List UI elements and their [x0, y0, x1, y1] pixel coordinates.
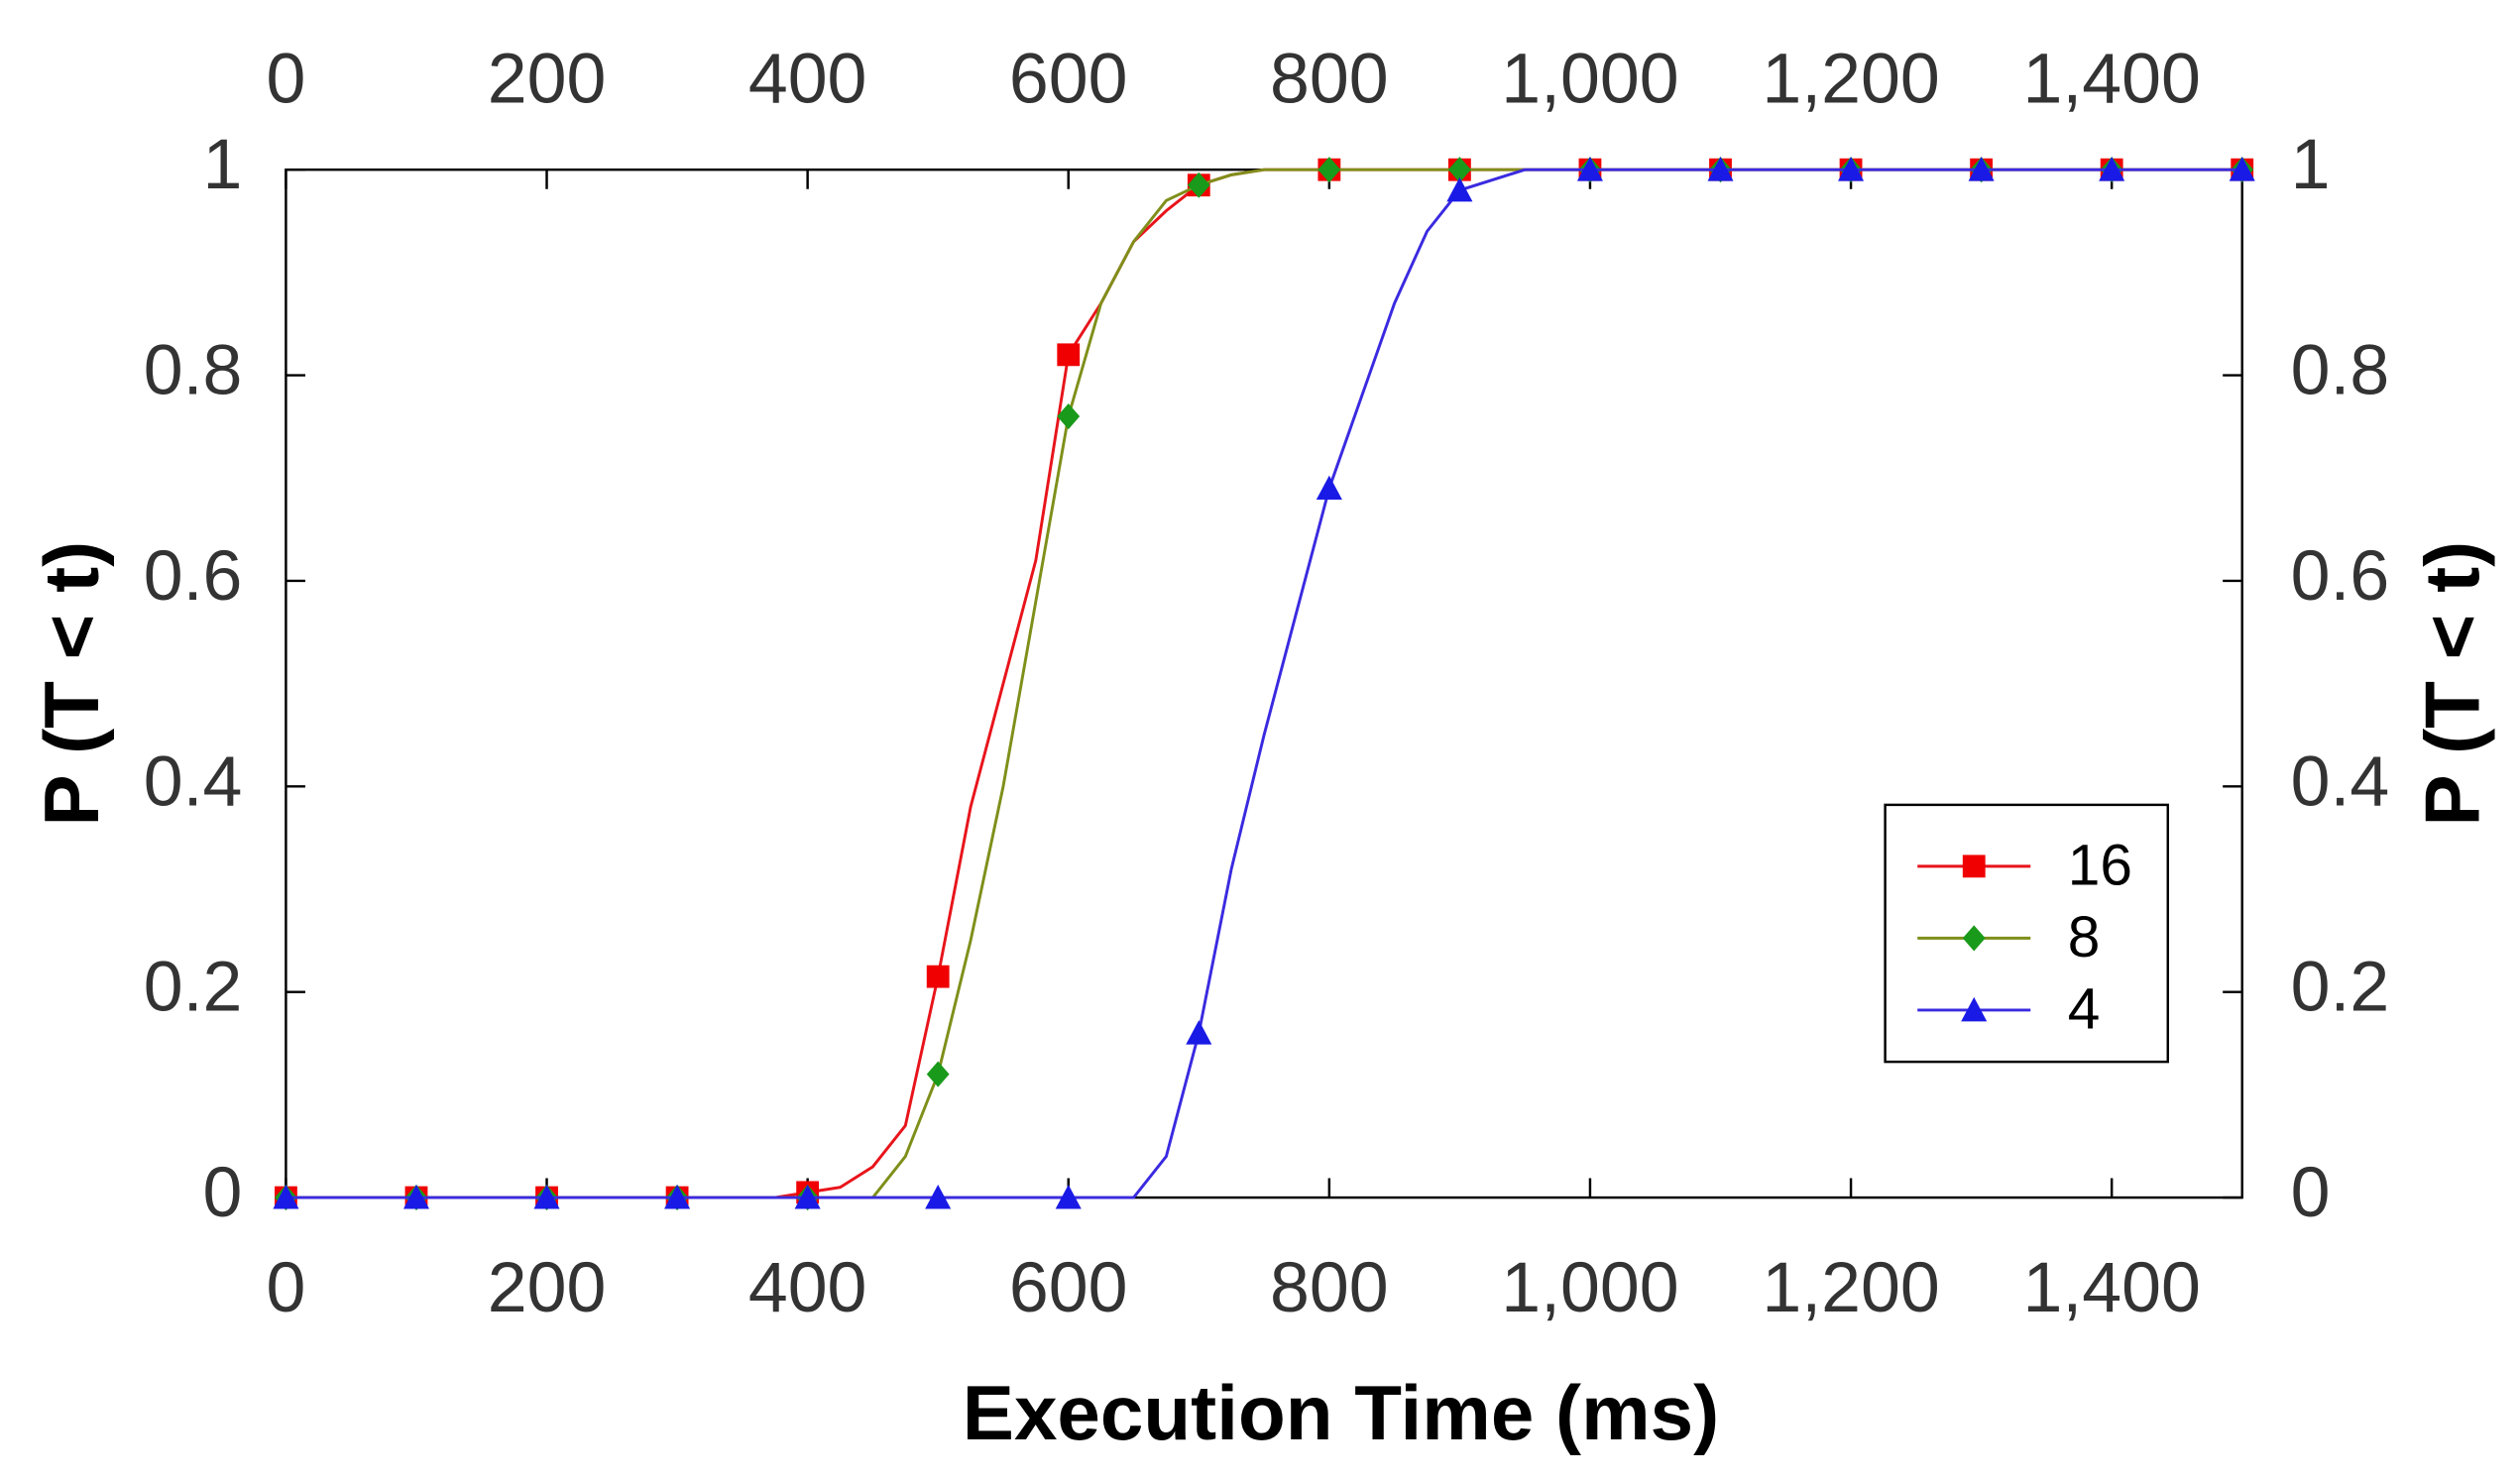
marker [925, 1185, 952, 1209]
marker [273, 1185, 299, 1209]
legend-label: 4 [2068, 977, 2101, 1042]
legend-box [1884, 803, 2169, 1064]
y-tick-label: 0.8 [2291, 330, 2390, 409]
legend-marker [1961, 996, 1988, 1022]
x-tick-label: 1,000 [1501, 40, 1678, 119]
marker [1576, 157, 1603, 181]
legend-marker [1962, 855, 1986, 878]
marker [1707, 157, 1734, 181]
x-tick-label: 600 [1009, 1248, 1128, 1327]
x-tick-label: 800 [1270, 1248, 1389, 1327]
y-tick-label: 0.8 [144, 330, 243, 409]
marker [1968, 157, 1995, 181]
x-tick-label: 0 [266, 40, 305, 119]
x-tick-label: 200 [488, 40, 607, 119]
x-tick-label: 1,400 [2022, 40, 2200, 119]
x-tick-label: 200 [488, 1248, 607, 1327]
marker [1447, 157, 1471, 183]
marker [1317, 157, 1341, 183]
x-tick-label: 600 [1009, 40, 1128, 119]
y2-axis-title: P (T < t) [2409, 541, 2496, 827]
y-tick-label: 1 [203, 125, 243, 204]
marker [926, 965, 950, 988]
x-tick-label: 400 [748, 1248, 867, 1327]
x-tick-label: 1,200 [1762, 1248, 1939, 1327]
y-tick-label: 0 [2291, 1153, 2331, 1232]
x-axis-title: Execution Time (ms) [963, 1369, 1719, 1456]
x-tick-label: 800 [1270, 40, 1389, 119]
marker [1187, 171, 1210, 198]
x-tick-label: 1,000 [1501, 1248, 1678, 1327]
marker [794, 1185, 821, 1209]
y-tick-label: 0 [203, 1153, 243, 1232]
legend-marker [1962, 925, 1986, 952]
x-tick-label: 1,400 [2022, 1248, 2200, 1327]
x-tick-label: 400 [748, 40, 867, 119]
y-tick-label: 0.2 [2291, 948, 2390, 1027]
marker [2229, 157, 2255, 181]
marker [1446, 176, 1473, 202]
marker [1316, 475, 1342, 501]
marker [1838, 157, 1865, 181]
series-line [286, 168, 2242, 1199]
marker [1057, 343, 1081, 367]
y-tick-label: 0.4 [144, 741, 243, 821]
marker [402, 1185, 430, 1209]
y-axis-title: P (T < t) [28, 541, 115, 827]
marker [533, 1185, 560, 1209]
x-tick-label: 1,200 [1762, 40, 1939, 119]
y-tick-label: 0.6 [2291, 536, 2390, 616]
legend-label: 16 [2068, 834, 2132, 898]
marker [1186, 1020, 1212, 1045]
marker [2099, 157, 2125, 181]
legend-label: 8 [2068, 905, 2101, 969]
marker [926, 1061, 950, 1087]
x-tick-label: 0 [266, 1248, 305, 1327]
marker [1055, 1185, 1082, 1209]
marker [664, 1185, 691, 1209]
y-tick-label: 1 [2291, 125, 2331, 204]
y-tick-label: 0.2 [144, 948, 243, 1027]
y-tick-label: 0.6 [144, 536, 243, 616]
y-tick-label: 0.4 [2291, 741, 2390, 821]
marker [1057, 402, 1081, 430]
